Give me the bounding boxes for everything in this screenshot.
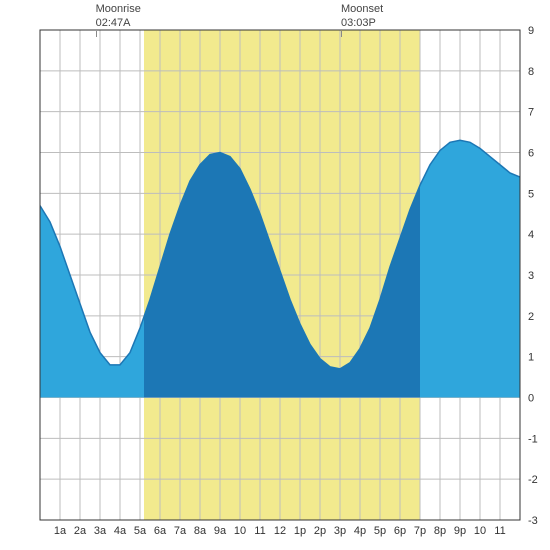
y-tick-label: -2 [528, 474, 538, 486]
moonrise-annotation: Moonrise02:47A [96, 2, 141, 31]
x-tick-label: 8a [194, 525, 207, 537]
y-tick-label: 3 [528, 270, 534, 282]
x-tick-label: 9p [454, 525, 466, 537]
x-tick-label: 3a [94, 525, 107, 537]
moonrise-time: 02:47A [96, 16, 141, 30]
x-tick-label: 6p [394, 525, 406, 537]
x-tick-label: 1a [54, 525, 67, 537]
x-tick-label: 4a [114, 525, 127, 537]
y-tick-label: 6 [528, 148, 534, 160]
x-tick-label: 1p [294, 525, 306, 537]
y-tick-label: 0 [528, 393, 534, 405]
x-tick-label: 9a [214, 525, 227, 537]
moonset-label: Moonset [341, 2, 383, 16]
y-tick-label: 4 [528, 229, 534, 241]
tide-chart: Moonrise02:47AMoonset03:03P -3-2-1012345… [0, 0, 550, 550]
y-tick-label: -1 [528, 433, 538, 445]
x-tick-label: 7p [414, 525, 426, 537]
y-tick-label: 8 [528, 66, 534, 78]
x-tick-label: 5p [374, 525, 386, 537]
y-tick-label: 5 [528, 188, 534, 200]
x-tick-label: 8p [434, 525, 446, 537]
y-tick-label: -3 [528, 515, 538, 527]
x-tick-label: 2a [74, 525, 87, 537]
x-tick-label: 10 [474, 525, 486, 537]
x-tick-label: 7a [174, 525, 187, 537]
moonrise-marker [96, 31, 97, 37]
x-tick-label: 6a [154, 525, 167, 537]
y-tick-label: 7 [528, 107, 534, 119]
x-tick-label: 4p [354, 525, 366, 537]
moonset-marker [341, 31, 342, 37]
x-tick-label: 5a [134, 525, 147, 537]
x-tick-label: 10 [234, 525, 246, 537]
moonset-annotation: Moonset03:03P [341, 2, 383, 31]
y-tick-label: 1 [528, 352, 534, 364]
moonset-time: 03:03P [341, 16, 383, 30]
chart-svg: -3-2-101234567891a2a3a4a5a6a7a8a9a101112… [0, 0, 550, 550]
x-tick-label: 3p [334, 525, 346, 537]
x-tick-label: 11 [494, 525, 505, 537]
y-tick-label: 2 [528, 311, 534, 323]
y-tick-label: 9 [528, 25, 534, 37]
x-tick-label: 2p [314, 525, 326, 537]
x-tick-label: 12 [274, 525, 286, 537]
x-tick-label: 11 [254, 525, 265, 537]
moonrise-label: Moonrise [96, 2, 141, 16]
